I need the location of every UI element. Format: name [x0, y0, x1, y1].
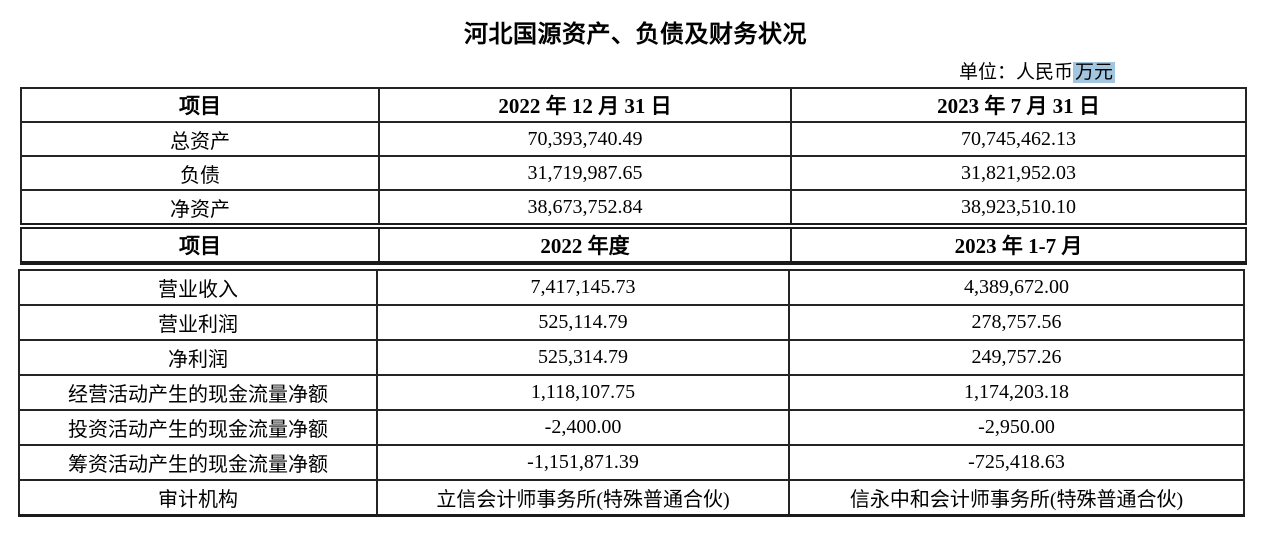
table-row-total-assets: 总资产 70,393,740.49 70,745,462.13: [20, 121, 1247, 157]
header-item-label: 项目: [20, 87, 380, 123]
row-value-2023: 278,757.56: [788, 304, 1245, 341]
row-label: 负债: [20, 155, 380, 191]
row-value-2023: 31,821,952.03: [790, 155, 1247, 191]
row-value-2022: 70,393,740.49: [378, 121, 792, 157]
row-value-2022: 38,673,752.84: [378, 189, 792, 227]
row-label: 净资产: [20, 189, 380, 227]
row-value-2023: 信永中和会计师事务所(特殊普通合伙): [788, 479, 1245, 517]
row-label: 营业收入: [18, 269, 378, 306]
row-value-2022: 立信会计师事务所(特殊普通合伙): [376, 479, 790, 517]
row-label: 审计机构: [18, 479, 378, 517]
balance-sheet-table: 项目 2022 年 12 月 31 日 2023 年 7 月 31 日 总资产 …: [20, 87, 1247, 265]
unit-note-highlight: 万元: [1072, 62, 1115, 83]
row-label: 投资活动产生的现金流量净额: [18, 409, 378, 446]
table-row-operating-cash-flow: 经营活动产生的现金流量净额 1,118,107.75 1,174,203.18: [18, 374, 1245, 411]
header-date-2023: 2023 年 7 月 31 日: [790, 87, 1247, 123]
page-title: 河北国源资产、负债及财务状况: [464, 22, 807, 48]
table-row-revenue: 营业收入 7,417,145.73 4,389,672.00: [18, 269, 1245, 306]
row-value-2022: 31,719,987.65: [378, 155, 792, 191]
table-row-operating-profit: 营业利润 525,114.79 278,757.56: [18, 304, 1245, 341]
table-row-net-profit: 净利润 525,314.79 249,757.26: [18, 339, 1245, 376]
row-value-2023: -725,418.63: [788, 444, 1245, 481]
row-value-2023: 249,757.26: [788, 339, 1245, 376]
header-date-2022: 2022 年 12 月 31 日: [378, 87, 792, 123]
income-cashflow-table: 营业收入 7,417,145.73 4,389,672.00 营业利润 525,…: [18, 269, 1245, 517]
row-value-2023: 70,745,462.13: [790, 121, 1247, 157]
row-value-2023: -2,950.00: [788, 409, 1245, 446]
subheader-item-label: 项目: [20, 223, 380, 264]
row-value-2022: 525,314.79: [376, 339, 790, 376]
row-label: 筹资活动产生的现金流量净额: [18, 444, 378, 481]
row-value-2023: 1,174,203.18: [788, 374, 1245, 411]
unit-note-prefix: 单位：人民币: [958, 62, 1073, 83]
row-value-2023: 4,389,672.00: [788, 269, 1245, 306]
row-value-2022: -2,400.00: [376, 409, 790, 446]
row-label: 净利润: [18, 339, 378, 376]
row-label: 总资产: [20, 121, 380, 157]
document-page: 河北国源资产、负债及财务状况 单位：人民币 万元 项目 2022 年 12 月 3…: [0, 22, 1247, 517]
row-value-2022: 7,417,145.73: [376, 269, 790, 306]
table-row-liabilities: 负债 31,719,987.65 31,821,952.03: [20, 155, 1247, 191]
table-row-investing-cash-flow: 投资活动产生的现金流量净额 -2,400.00 -2,950.00: [18, 409, 1245, 446]
table-row-net-assets: 净资产 38,673,752.84 38,923,510.10: [20, 189, 1247, 227]
table-subheader-row: 项目 2022 年度 2023 年 1-7 月: [20, 223, 1247, 264]
table-header-row: 项目 2022 年 12 月 31 日 2023 年 7 月 31 日: [20, 87, 1247, 123]
row-value-2023: 38,923,510.10: [790, 189, 1247, 227]
subheader-period-2022: 2022 年度: [378, 223, 792, 264]
row-label: 经营活动产生的现金流量净额: [18, 374, 378, 411]
unit-note: 单位：人民币 万元: [0, 57, 1247, 84]
row-value-2022: 1,118,107.75: [376, 374, 790, 411]
row-value-2022: 525,114.79: [376, 304, 790, 341]
table-row-financing-cash-flow: 筹资活动产生的现金流量净额 -1,151,871.39 -725,418.63: [18, 444, 1245, 481]
table-row-audit-firm: 审计机构 立信会计师事务所(特殊普通合伙) 信永中和会计师事务所(特殊普通合伙): [18, 479, 1245, 517]
row-value-2022: -1,151,871.39: [376, 444, 790, 481]
subheader-period-2023: 2023 年 1-7 月: [790, 223, 1247, 264]
row-label: 营业利润: [18, 304, 378, 341]
